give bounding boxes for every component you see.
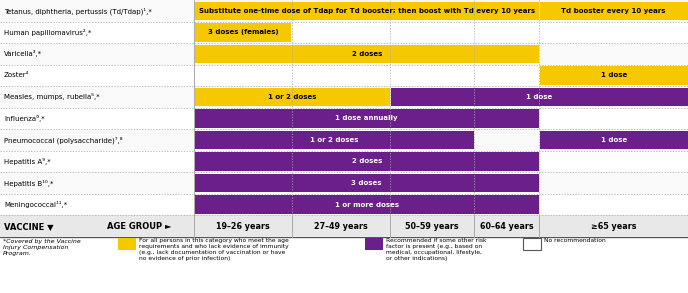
Text: Td booster every 10 years: Td booster every 10 years [561,8,666,14]
Text: 3 doses: 3 doses [352,180,382,186]
Text: Zoster⁴: Zoster⁴ [4,72,30,78]
Bar [195,195,539,214]
Text: 1 or 2 doses: 1 or 2 doses [268,94,316,100]
Text: Hepatitis B¹⁰,*: Hepatitis B¹⁰,* [4,180,54,187]
Text: Hepatitis A⁹,*: Hepatitis A⁹,* [4,158,51,165]
Bar [0,86,688,108]
Bar [0,0,688,21]
Text: Varicella³,*: Varicella³,* [4,50,42,57]
Text: 27–49 years: 27–49 years [314,222,368,231]
Bar [118,238,136,250]
Text: 2 doses: 2 doses [352,51,382,57]
Text: 2 doses: 2 doses [352,159,382,164]
Text: *Covered by the Vaccine
Injury Compensation
Program.: *Covered by the Vaccine Injury Compensat… [3,239,80,256]
Text: 60–64 years: 60–64 years [480,222,533,231]
Bar [195,131,473,149]
Bar [0,215,688,237]
Text: Influenza⁶,*: Influenza⁶,* [4,115,45,122]
Text: 3 doses (females): 3 doses (females) [208,29,278,35]
Bar [391,88,687,106]
Text: Tetanus, diphtheria, pertussis (Td/Tdap)¹,*: Tetanus, diphtheria, pertussis (Td/Tdap)… [4,7,152,15]
Bar [540,131,687,149]
Text: 19–26 years: 19–26 years [216,222,270,231]
Bar [0,108,688,129]
Bar [0,21,688,43]
Text: 1 or 2 doses: 1 or 2 doses [310,137,358,143]
Text: Human papillomavirus²,*: Human papillomavirus²,* [4,29,92,36]
Bar [195,174,539,192]
Text: Pneumococcal (polysaccharide)⁷,⁸: Pneumococcal (polysaccharide)⁷,⁸ [4,136,122,144]
Bar [195,88,389,106]
Bar [0,151,688,172]
Text: 1 dose annually: 1 dose annually [335,115,398,121]
Bar [195,23,291,42]
Text: 1 dose: 1 dose [601,137,627,143]
Text: Measles, mumps, rubella⁵,*: Measles, mumps, rubella⁵,* [4,93,100,100]
Bar [195,45,539,63]
Text: For all persons in this category who meet the age
requirements and who lack evid: For all persons in this category who mee… [140,238,289,261]
Bar [0,194,688,215]
Text: 1 or more doses: 1 or more doses [334,202,399,207]
Bar [540,66,687,85]
Bar [195,152,539,171]
Text: Meningococcal¹¹,*: Meningococcal¹¹,* [4,201,67,208]
Bar [0,43,688,64]
Bar [195,109,539,128]
Bar [0,64,688,86]
Text: 50–59 years: 50–59 years [405,222,459,231]
Text: ≥65 years: ≥65 years [591,222,636,231]
Text: Recommended if some other risk
factor is present (e.g., based on
medical, occupa: Recommended if some other risk factor is… [386,238,486,261]
Text: AGE GROUP ►: AGE GROUP ► [107,222,171,231]
Bar [0,0,688,237]
Text: No recommendation: No recommendation [544,238,605,243]
Bar [195,1,539,20]
Bar [365,238,383,250]
Text: Substitute one-time dose of Tdap for Td booster; then boost with Td every 10 yea: Substitute one-time dose of Tdap for Td … [199,8,535,14]
Bar [540,1,687,20]
Text: 1 dose: 1 dose [601,72,627,78]
Text: VACCINE ▼: VACCINE ▼ [4,222,54,231]
Bar [0,172,688,194]
Bar [0,129,688,151]
Bar [523,238,541,250]
Text: 1 dose: 1 dose [526,94,552,100]
